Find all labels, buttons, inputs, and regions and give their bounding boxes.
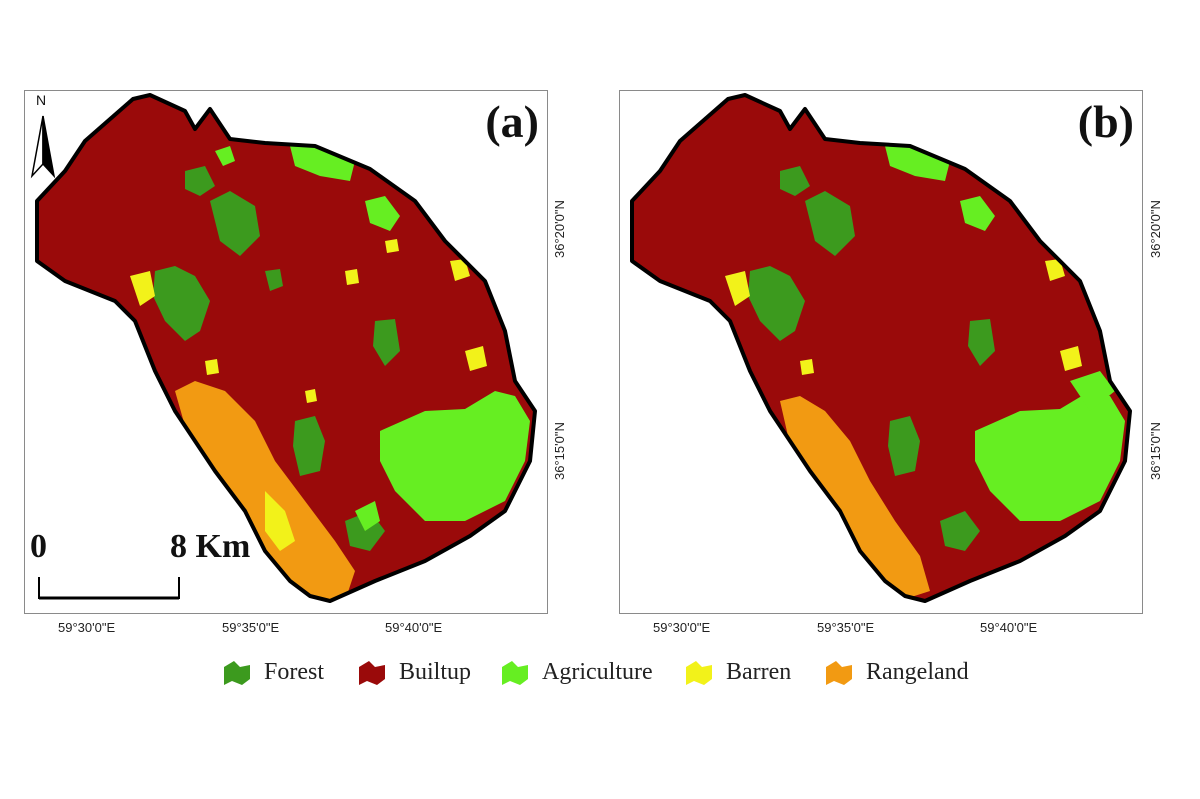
lon-label-b-3: 59°40'0"E (980, 620, 1038, 635)
land-cover-map-b (630, 93, 1132, 603)
lon-label-b-2: 59°35'0"E (817, 620, 875, 635)
legend-label-agriculture: Agriculture (542, 659, 653, 685)
map-panel-b: (b) (619, 90, 1143, 614)
lat-label-a-2: 36°15'0"N (552, 422, 567, 480)
lon-label-a-2: 59°35'0"E (222, 620, 280, 635)
lat-label-b-1: 36°20'0"N (1148, 200, 1163, 258)
lon-label-a-1: 59°30'0"E (58, 620, 116, 635)
map-panel-a: (a) (24, 90, 548, 614)
scale-end-label: 8 Km (170, 528, 251, 565)
north-letter: N (36, 92, 47, 108)
legend-label-barren: Barren (726, 659, 792, 685)
forest-swatch-icon (224, 661, 250, 685)
lat-label-a-1: 36°20'0"N (552, 200, 567, 258)
agriculture-swatch-icon (502, 661, 528, 685)
scale-start-label: 0 (30, 528, 47, 565)
builtup-swatch-icon (359, 661, 385, 685)
rangeland-swatch-icon (826, 661, 852, 685)
panel-label-b: (b) (1077, 96, 1134, 147)
study-area-boundary-b (630, 93, 1132, 603)
panel-label-a: (a) (485, 96, 539, 147)
lon-label-b-1: 59°30'0"E (653, 620, 711, 635)
scale-bar (38, 577, 180, 600)
legend-label-forest: Forest (264, 659, 324, 685)
legend-label-builtup: Builtup (399, 659, 472, 685)
legend-label-rangeland: Rangeland (866, 659, 969, 685)
land-cover-map-a (35, 93, 537, 603)
barren-swatch-icon (686, 661, 712, 685)
lat-label-b-2: 36°15'0"N (1148, 422, 1163, 480)
lon-label-a-3: 59°40'0"E (385, 620, 443, 635)
north-arrow-icon (30, 115, 56, 179)
study-area-boundary-a (35, 93, 537, 603)
